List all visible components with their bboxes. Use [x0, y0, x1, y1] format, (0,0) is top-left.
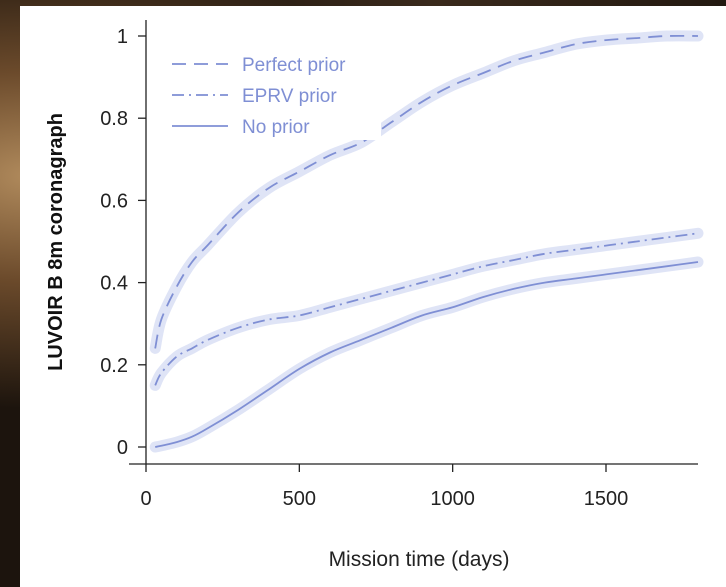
x-tick-label-1: 0 — [140, 488, 151, 510]
x-tick-label-2: 500 — [283, 488, 316, 510]
y-tick-label-3: 0.4 — [100, 273, 128, 295]
y-tick-label-5: 0.8 — [100, 108, 128, 130]
legend-label-1: Perfect prior — [242, 55, 346, 76]
series-band-3 — [149, 256, 704, 453]
series-line-2 — [154, 232, 699, 386]
y-tick-label-2: 0.2 — [100, 355, 128, 377]
legend-label-3: No prior — [242, 117, 310, 138]
y-tick-label-6: 1 — [117, 26, 128, 48]
y-axis-title: LUVOIR B 8m coronagraph — [45, 113, 67, 371]
x-axis-title: Mission time (days) — [329, 548, 510, 571]
series-line-3 — [155, 261, 699, 448]
y-tick-label-1: 0 — [117, 437, 128, 459]
legend: Perfect prior EPRV prior No prior — [166, 48, 381, 140]
series-line-1 — [154, 34, 699, 349]
legend-label-2: EPRV prior — [242, 86, 337, 107]
series-lines — [154, 34, 699, 448]
axes: 0 500 1000 1500 0 0.2 0.4 0.6 0.8 1 — [100, 20, 698, 510]
y-tick-label-4: 0.6 — [100, 190, 128, 212]
x-tick-label-3: 1000 — [430, 488, 475, 510]
x-tick-label-4: 1500 — [584, 488, 629, 510]
